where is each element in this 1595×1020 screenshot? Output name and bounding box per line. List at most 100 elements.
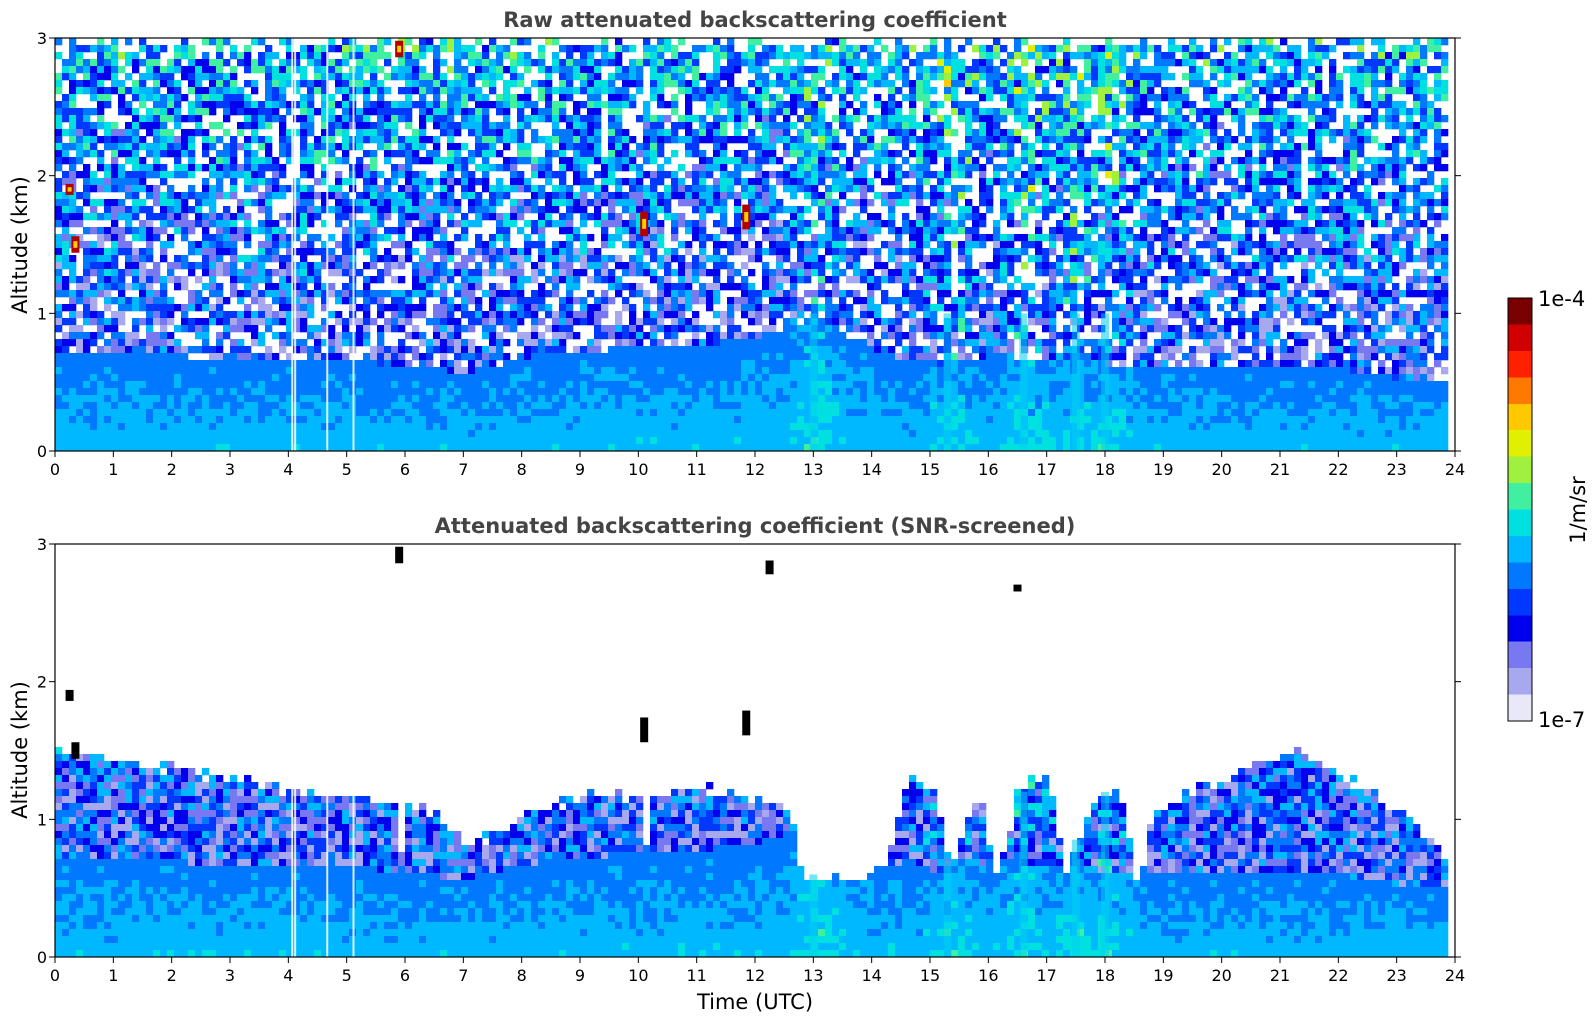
heat-cell — [258, 52, 266, 60]
heat-cell — [426, 45, 434, 53]
heat-cell — [566, 59, 574, 67]
heat-cell — [622, 206, 630, 214]
heat-cell — [391, 304, 399, 312]
heat-cell — [608, 150, 616, 158]
heat-cell — [692, 430, 700, 438]
heat-cell — [230, 437, 238, 445]
heat-cell — [69, 395, 77, 403]
heat-cell — [69, 339, 77, 347]
heat-cell — [216, 395, 224, 403]
heat-cell — [713, 262, 721, 270]
heat-cell — [727, 192, 735, 200]
heat-cell — [664, 430, 672, 438]
heat-cell — [62, 220, 70, 228]
heat-cell — [55, 381, 63, 389]
heat-cell — [699, 297, 707, 305]
heat-cell — [293, 297, 301, 305]
heat-cell — [545, 290, 553, 298]
heat-cell — [440, 430, 448, 438]
heat-cell — [265, 374, 273, 382]
heat-cell — [363, 171, 371, 179]
heat-cell — [615, 262, 623, 270]
heat-cell — [279, 122, 287, 130]
heat-cell — [678, 115, 686, 123]
heat-cell — [538, 283, 546, 291]
heat-cell — [685, 269, 693, 277]
heat-cell — [384, 206, 392, 214]
heat-cell — [510, 367, 518, 375]
heat-cell — [132, 416, 140, 424]
heat-cell — [496, 437, 504, 445]
heat-cell — [594, 213, 602, 221]
heat-cell — [174, 367, 182, 375]
heat-cell — [664, 59, 672, 67]
heat-cell — [426, 269, 434, 277]
heat-cell — [328, 339, 336, 347]
heat-cell — [468, 276, 476, 284]
heat-cell — [90, 178, 98, 186]
heat-cell — [608, 73, 616, 81]
heat-cell — [300, 290, 308, 298]
heat-cell — [692, 360, 700, 368]
heat-cell — [748, 199, 756, 207]
heat-cell — [468, 178, 476, 186]
heat-cell — [370, 388, 378, 396]
heat-cell — [111, 430, 119, 438]
heat-cell — [314, 416, 322, 424]
heat-cell — [195, 290, 203, 298]
heat-cell — [384, 87, 392, 95]
heat-cell — [629, 192, 637, 200]
heat-cell — [699, 206, 707, 214]
heat-cell — [342, 430, 350, 438]
heat-cell — [769, 304, 777, 312]
heat-cell — [566, 430, 574, 438]
heat-cell — [160, 178, 168, 186]
heat-cell — [713, 416, 721, 424]
heat-cell — [321, 318, 329, 326]
heat-cell — [405, 108, 413, 116]
heat-cell — [300, 339, 308, 347]
heat-cell — [559, 66, 567, 74]
heat-cell — [629, 353, 637, 361]
heat-cell — [377, 388, 385, 396]
heat-cell — [517, 38, 525, 46]
heat-cell — [125, 269, 133, 277]
heat-cell — [748, 234, 756, 242]
heat-cell — [125, 178, 133, 186]
heat-cell — [111, 59, 119, 67]
heat-cell — [440, 339, 448, 347]
heat-cell — [517, 206, 525, 214]
heat-cell — [566, 143, 574, 151]
heat-cell — [706, 185, 714, 193]
heat-cell — [580, 318, 588, 326]
heat-cell — [370, 157, 378, 165]
heat-cell — [139, 423, 147, 431]
heat-cell — [356, 157, 364, 165]
heat-cell — [286, 66, 294, 74]
heat-cell — [615, 388, 623, 396]
heat-cell — [608, 332, 616, 340]
heat-cell — [503, 374, 511, 382]
heat-cell — [370, 213, 378, 221]
heat-cell — [69, 66, 77, 74]
heat-cell — [783, 444, 791, 451]
heat-cell — [405, 381, 413, 389]
heat-cell — [440, 115, 448, 123]
heat-cell — [426, 416, 434, 424]
heat-cell — [216, 164, 224, 172]
heat-cell — [286, 101, 294, 109]
heat-cell — [692, 73, 700, 81]
heat-cell — [650, 269, 658, 277]
heat-cell — [216, 360, 224, 368]
heat-cell — [286, 248, 294, 256]
heat-cell — [62, 73, 70, 81]
heat-cell — [195, 297, 203, 305]
heat-cell — [370, 52, 378, 60]
heat-cell — [489, 262, 497, 270]
heat-cell — [643, 199, 651, 207]
heat-cell — [342, 150, 350, 158]
heat-cell — [384, 143, 392, 151]
heat-cell — [83, 437, 91, 445]
heat-cell — [174, 136, 182, 144]
heat-cell — [734, 164, 742, 172]
